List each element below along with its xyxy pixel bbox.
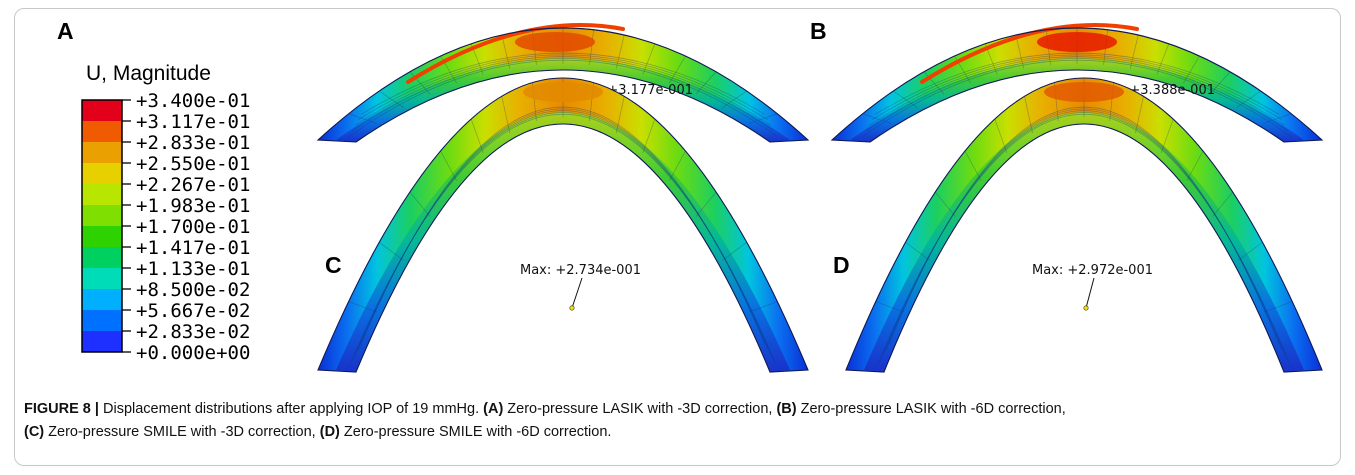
caption-intro: Displacement distributions after applyin… [98, 401, 484, 417]
caption-item-tag: (D) [319, 424, 340, 440]
legend-label: +3.117e-01 [136, 111, 250, 133]
legend-label: +1.983e-01 [136, 195, 250, 217]
color-legend: U, Magnitude+3.400e-01+3.117e-01+2.833e-… [81, 62, 250, 364]
legend-swatch [82, 289, 122, 310]
max-value-label: Max: +2.734e-001 [520, 263, 641, 278]
caption-item-tag: (B) [776, 401, 797, 417]
legend-swatch [82, 100, 122, 121]
legend-swatch [82, 331, 122, 352]
legend-title: U, Magnitude [86, 62, 211, 85]
caption-figure-label: FIGURE 8 | [24, 401, 99, 417]
caption-item-text: Zero-pressure LASIK with -6D correction, [796, 401, 1066, 417]
legend-swatch [82, 205, 122, 226]
cornea-body [864, 112, 1304, 372]
apex-max-region [1037, 32, 1117, 52]
lasik-flap [406, 23, 625, 84]
legend-label: +1.417e-01 [136, 237, 250, 259]
legend-label: +1.700e-01 [136, 216, 250, 238]
panel-letter: D [833, 252, 850, 278]
max-point-marker [569, 305, 575, 311]
legend-swatch [82, 121, 122, 142]
figure-caption: FIGURE 8 | Displacement distributions af… [24, 398, 1324, 444]
panel-letter: C [325, 252, 342, 278]
legend-swatch [82, 226, 122, 247]
panel-c: C Max: +2.734e-001 [317, 77, 809, 373]
panel-d: D Max: +2.972e-001 [833, 77, 1323, 373]
legend-label: +1.133e-01 [136, 258, 250, 280]
apex-max-region [1044, 82, 1124, 102]
cornea-body [336, 112, 790, 372]
caption-item-tag: (C) [24, 424, 45, 440]
legend-label: +2.267e-01 [136, 174, 250, 196]
figure-frame [14, 8, 1341, 466]
legend-label: +2.833e-01 [136, 132, 250, 154]
max-leader-line [1085, 277, 1095, 309]
cornea-body [336, 58, 790, 142]
figure-plot: U, Magnitude+3.400e-01+3.117e-01+2.833e-… [57, 18, 1324, 373]
apex-max-region [515, 32, 595, 52]
legend-swatch [82, 310, 122, 331]
max-point-marker [1083, 305, 1089, 311]
apex-max-region [523, 82, 603, 102]
legend-swatch [82, 247, 122, 268]
caption-item-tag: (A) [483, 401, 504, 417]
legend-label: +5.667e-02 [136, 300, 250, 322]
legend-label: +0.000e+00 [136, 342, 250, 364]
panel-letter: B [810, 18, 827, 44]
lasik-flap [920, 23, 1139, 84]
panel-letter: A [57, 18, 74, 44]
legend-label: +2.550e-01 [136, 153, 250, 175]
legend-swatch [82, 268, 122, 289]
max-value-label: Max: +2.972e-001 [1032, 263, 1153, 278]
legend-label: +2.833e-02 [136, 321, 250, 343]
legend-label: +8.500e-02 [136, 279, 250, 301]
caption-item-text: Zero-pressure LASIK with -3D correction, [503, 401, 777, 417]
caption-item-text: Zero-pressure SMILE with -6D correction. [339, 424, 612, 440]
max-leader-line [571, 277, 583, 309]
legend-swatch [82, 163, 122, 184]
legend-swatch [82, 142, 122, 163]
legend-label: +3.400e-01 [136, 90, 250, 112]
caption-item-text: Zero-pressure SMILE with -3D correction, [44, 424, 320, 440]
legend-swatch [82, 184, 122, 205]
cornea-body [850, 58, 1304, 142]
